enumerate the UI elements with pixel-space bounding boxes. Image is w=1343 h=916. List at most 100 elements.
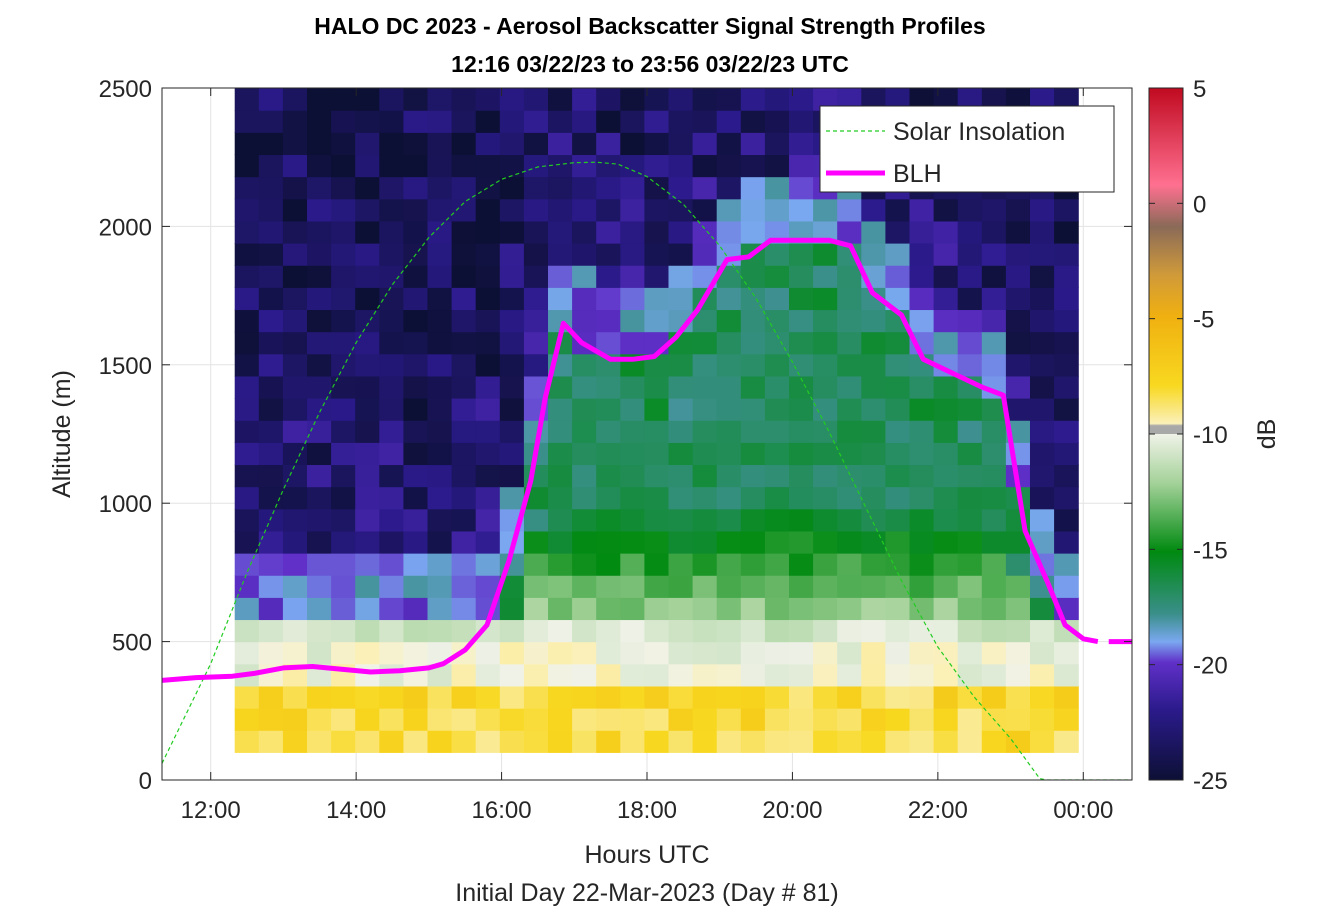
heatmap-cell [692, 309, 718, 333]
heatmap-cell [644, 508, 670, 532]
heatmap-cell [475, 353, 501, 377]
heatmap-cell [355, 398, 380, 421]
heatmap-cell [499, 176, 525, 200]
heatmap-cell [764, 265, 790, 288]
heatmap-cell [258, 154, 284, 178]
colorbar-tick-label: -5 [1193, 307, 1214, 334]
heatmap-cell [644, 154, 670, 178]
heatmap-cell [1054, 730, 1079, 753]
heatmap-cell [307, 619, 332, 643]
heatmap-cell [740, 508, 766, 532]
heatmap-cell [813, 309, 838, 333]
heatmap-cell [933, 486, 959, 510]
heatmap-cell [282, 154, 308, 178]
heatmap-cell [813, 508, 838, 532]
heatmap-cell [861, 597, 886, 621]
heatmap-cell [644, 553, 670, 576]
heatmap-cell [668, 132, 694, 156]
heatmap-cell [379, 265, 405, 288]
heatmap-cell [307, 110, 332, 133]
heatmap-cell [282, 265, 308, 288]
heatmap-cell [789, 287, 814, 311]
heatmap-cell [861, 708, 886, 731]
heatmap-cell [764, 287, 790, 311]
colorbar-tick-label: 5 [1193, 76, 1206, 103]
heatmap-cell [957, 353, 983, 377]
heatmap-cell [403, 309, 429, 333]
heatmap-cell [234, 353, 260, 377]
heatmap-cell [282, 287, 308, 311]
heatmap-cell [475, 398, 501, 421]
heatmap-cell [1029, 597, 1055, 621]
heatmap-cell [668, 154, 694, 178]
heatmap-cell [451, 265, 477, 288]
heatmap-cell [716, 685, 742, 709]
heatmap-cell [885, 708, 911, 731]
heatmap-cell [282, 641, 308, 665]
heatmap-cell [933, 88, 959, 111]
heatmap-cell [596, 243, 621, 266]
heatmap-cell [909, 663, 935, 687]
heatmap-cell [403, 353, 429, 377]
heatmap-cell [451, 287, 477, 311]
heatmap-cell [1005, 663, 1031, 687]
heatmap-cell [451, 154, 477, 178]
heatmap-cell [789, 88, 814, 111]
heatmap-cell [789, 641, 814, 665]
heatmap-cell [789, 730, 814, 753]
heatmap-cell [861, 575, 886, 598]
heatmap-cell [692, 619, 718, 643]
heatmap-cell [572, 398, 597, 421]
heatmap-cell [572, 88, 597, 111]
heatmap-cell [1054, 575, 1079, 598]
heatmap-cell [668, 508, 694, 532]
heatmap-cell [258, 220, 284, 244]
heatmap-cell [596, 398, 621, 421]
heatmap-cell [933, 663, 959, 687]
heatmap-cell [355, 486, 380, 510]
solar-insolation-line [162, 161, 1132, 780]
heatmap-cell [234, 597, 260, 621]
heatmap-cell [331, 265, 356, 288]
heatmap-cell [1029, 464, 1055, 488]
heatmap-cell [282, 530, 308, 554]
heatmap-cell [837, 730, 862, 753]
heatmap-cell [644, 243, 670, 266]
heatmap-cell [885, 486, 911, 510]
heatmap-cell [548, 575, 573, 598]
heatmap-cell [523, 530, 549, 554]
heatmap-cell [499, 220, 525, 244]
heatmap-cell [523, 708, 549, 731]
heatmap-cell [331, 309, 356, 333]
heatmap-cell [764, 176, 790, 200]
heatmap-cell [572, 220, 597, 244]
heatmap-cell [451, 663, 477, 687]
heatmap-cell [716, 486, 742, 510]
heatmap-cell [379, 198, 405, 222]
heatmap-cell [933, 530, 959, 554]
heatmap-cell [596, 132, 621, 156]
heatmap-cell [355, 575, 380, 598]
heatmap-cell [451, 708, 477, 731]
heatmap-cell [789, 575, 814, 598]
heatmap-cell [837, 265, 862, 288]
heatmap-cell [499, 243, 525, 266]
heatmap-cell [596, 553, 621, 576]
heatmap-cell [885, 508, 911, 532]
heatmap-cell [885, 663, 911, 687]
heatmap-cell [644, 88, 670, 111]
heatmap-cell [885, 530, 911, 554]
x-tick-label: 16:00 [472, 797, 532, 824]
heatmap-cell [307, 420, 332, 443]
heatmap-cell [813, 464, 838, 488]
heatmap-cell [523, 265, 549, 288]
heatmap-cell [403, 265, 429, 288]
heatmap-cell [740, 530, 766, 554]
heatmap-cell [258, 132, 284, 156]
heatmap-cell [282, 331, 308, 355]
heatmap-cell [716, 353, 742, 377]
heatmap-cell [909, 220, 935, 244]
heatmap-cell [716, 597, 742, 621]
heatmap-cell [933, 265, 959, 288]
heatmap-cell [548, 375, 573, 399]
